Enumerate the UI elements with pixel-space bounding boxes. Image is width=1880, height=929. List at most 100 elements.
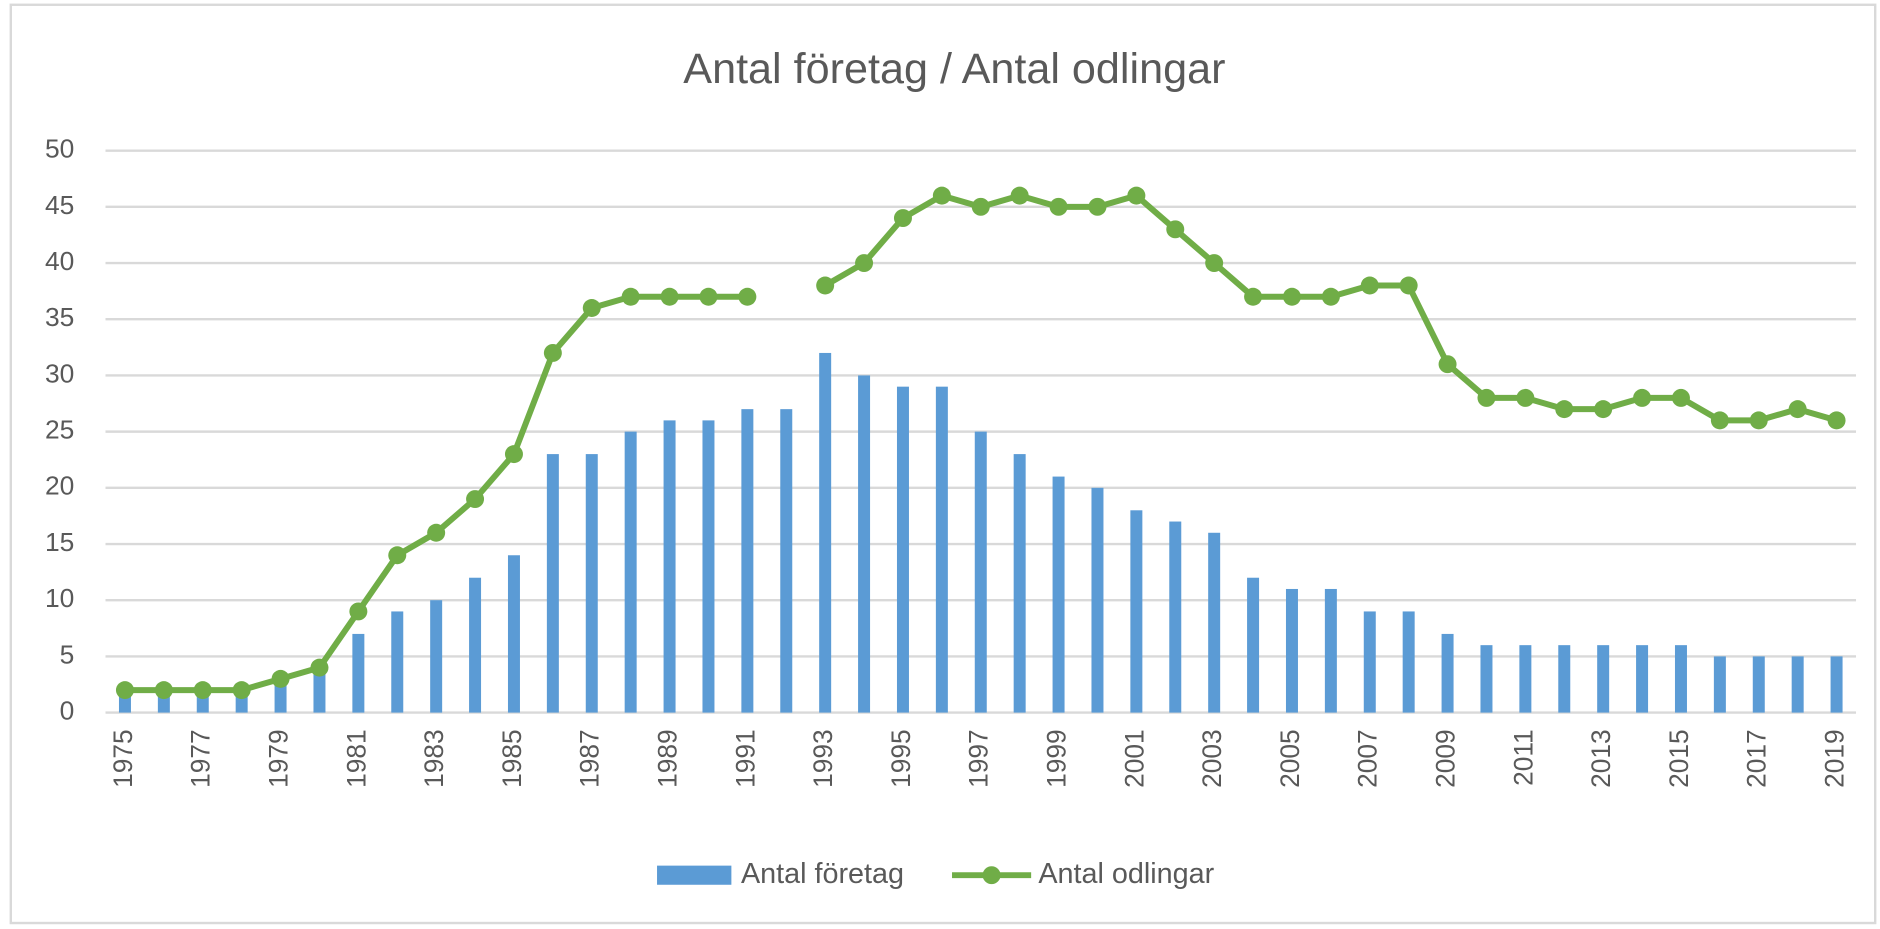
line-marker: [1244, 287, 1263, 306]
bar: [1285, 588, 1298, 713]
line-marker: [1205, 254, 1224, 273]
bar: [1791, 656, 1804, 713]
x-tick-label: 2011: [1508, 729, 1538, 786]
x-tick-label: 1981: [341, 729, 371, 787]
bar: [1441, 633, 1454, 713]
line-marker: [1049, 197, 1068, 216]
line-marker: [1477, 388, 1496, 407]
x-tick-label: 1999: [1041, 729, 1071, 787]
bar: [702, 420, 715, 713]
bar: [1052, 476, 1065, 713]
bar: [858, 375, 871, 713]
bar: [1091, 487, 1104, 713]
line-marker: [1360, 276, 1379, 295]
bar: [1208, 532, 1221, 713]
line-marker: [232, 681, 251, 700]
line-marker: [1749, 411, 1768, 430]
line-marker: [1127, 186, 1146, 205]
x-tick-label: 1997: [964, 729, 994, 787]
line-marker: [738, 287, 757, 306]
bar: [507, 555, 520, 713]
line-marker: [271, 669, 290, 688]
x-tick-label: 1975: [108, 729, 138, 787]
bar: [274, 678, 287, 713]
line-marker: [660, 287, 679, 306]
bar: [1752, 656, 1765, 713]
bar: [235, 690, 248, 713]
bar: [819, 352, 832, 713]
line-marker: [699, 287, 718, 306]
y-tick-label: 40: [45, 246, 74, 276]
x-tick-label: 2007: [1353, 729, 1383, 787]
x-tick-label: 2009: [1430, 729, 1460, 787]
bar: [1324, 588, 1337, 713]
bar: [780, 409, 793, 713]
line-marker: [1555, 400, 1574, 419]
line-marker: [971, 197, 990, 216]
x-tick-label: 1995: [886, 729, 916, 787]
bar: [624, 431, 637, 713]
line-marker: [1010, 186, 1029, 205]
bar: [1247, 577, 1260, 713]
legend-swatch: [982, 866, 1001, 885]
bar: [1636, 645, 1649, 713]
x-tick-label: 1991: [730, 729, 760, 787]
legend-item: Antal företag: [657, 858, 904, 890]
x-tick-label: 2001: [1119, 729, 1149, 787]
line-marker: [816, 276, 835, 295]
bar: [1519, 645, 1532, 713]
x-tick-label: 1983: [419, 729, 449, 787]
bar: [352, 633, 365, 713]
line-marker: [1088, 197, 1107, 216]
y-tick-label: 50: [45, 134, 74, 164]
bar: [741, 409, 754, 713]
bar: [896, 386, 909, 713]
bar: [1558, 645, 1571, 713]
line-marker: [427, 523, 446, 542]
bar: [1597, 645, 1610, 713]
x-tick-label: 2013: [1586, 729, 1616, 787]
legend-item: Antal odlingar: [952, 858, 1215, 890]
x-tick-label: 1989: [652, 729, 682, 787]
bar: [1130, 510, 1143, 713]
x-tick-label: 2003: [1197, 729, 1227, 787]
bar: [1480, 645, 1493, 713]
line-marker: [1671, 388, 1690, 407]
line-marker: [1788, 400, 1807, 419]
line-marker: [1321, 287, 1340, 306]
x-tick-label: 1977: [186, 729, 216, 787]
bar: [1713, 656, 1726, 713]
bar: [391, 611, 404, 713]
bar: [546, 454, 559, 713]
line-marker: [504, 445, 523, 464]
legend-label: Antal odlingar: [1038, 858, 1214, 890]
x-tick-label: 2015: [1664, 729, 1694, 787]
x-tick-label: 1985: [497, 729, 527, 787]
line-marker: [115, 681, 134, 700]
bar: [974, 431, 987, 713]
line-marker: [855, 254, 874, 273]
bar: [313, 667, 326, 713]
line-marker: [893, 209, 912, 228]
y-tick-label: 35: [45, 302, 74, 332]
line-marker: [1594, 400, 1613, 419]
bar: [585, 454, 598, 713]
line-marker: [1438, 355, 1457, 374]
chart-title: Antal företag / Antal odlingar: [683, 45, 1225, 93]
bar: [157, 690, 170, 713]
line-marker: [1516, 388, 1535, 407]
line-marker: [621, 287, 640, 306]
bar: [1013, 454, 1026, 713]
line-marker: [349, 602, 368, 621]
line-marker: [1282, 287, 1301, 306]
line-marker: [1166, 220, 1185, 239]
y-tick-label: 45: [45, 190, 74, 220]
y-tick-label: 20: [45, 471, 74, 501]
y-tick-label: 30: [45, 358, 74, 388]
bar: [663, 420, 676, 713]
line-marker: [154, 681, 173, 700]
y-tick-label: 25: [45, 415, 74, 445]
line-marker: [310, 658, 329, 677]
line-marker: [1633, 388, 1652, 407]
line-marker: [388, 546, 407, 565]
